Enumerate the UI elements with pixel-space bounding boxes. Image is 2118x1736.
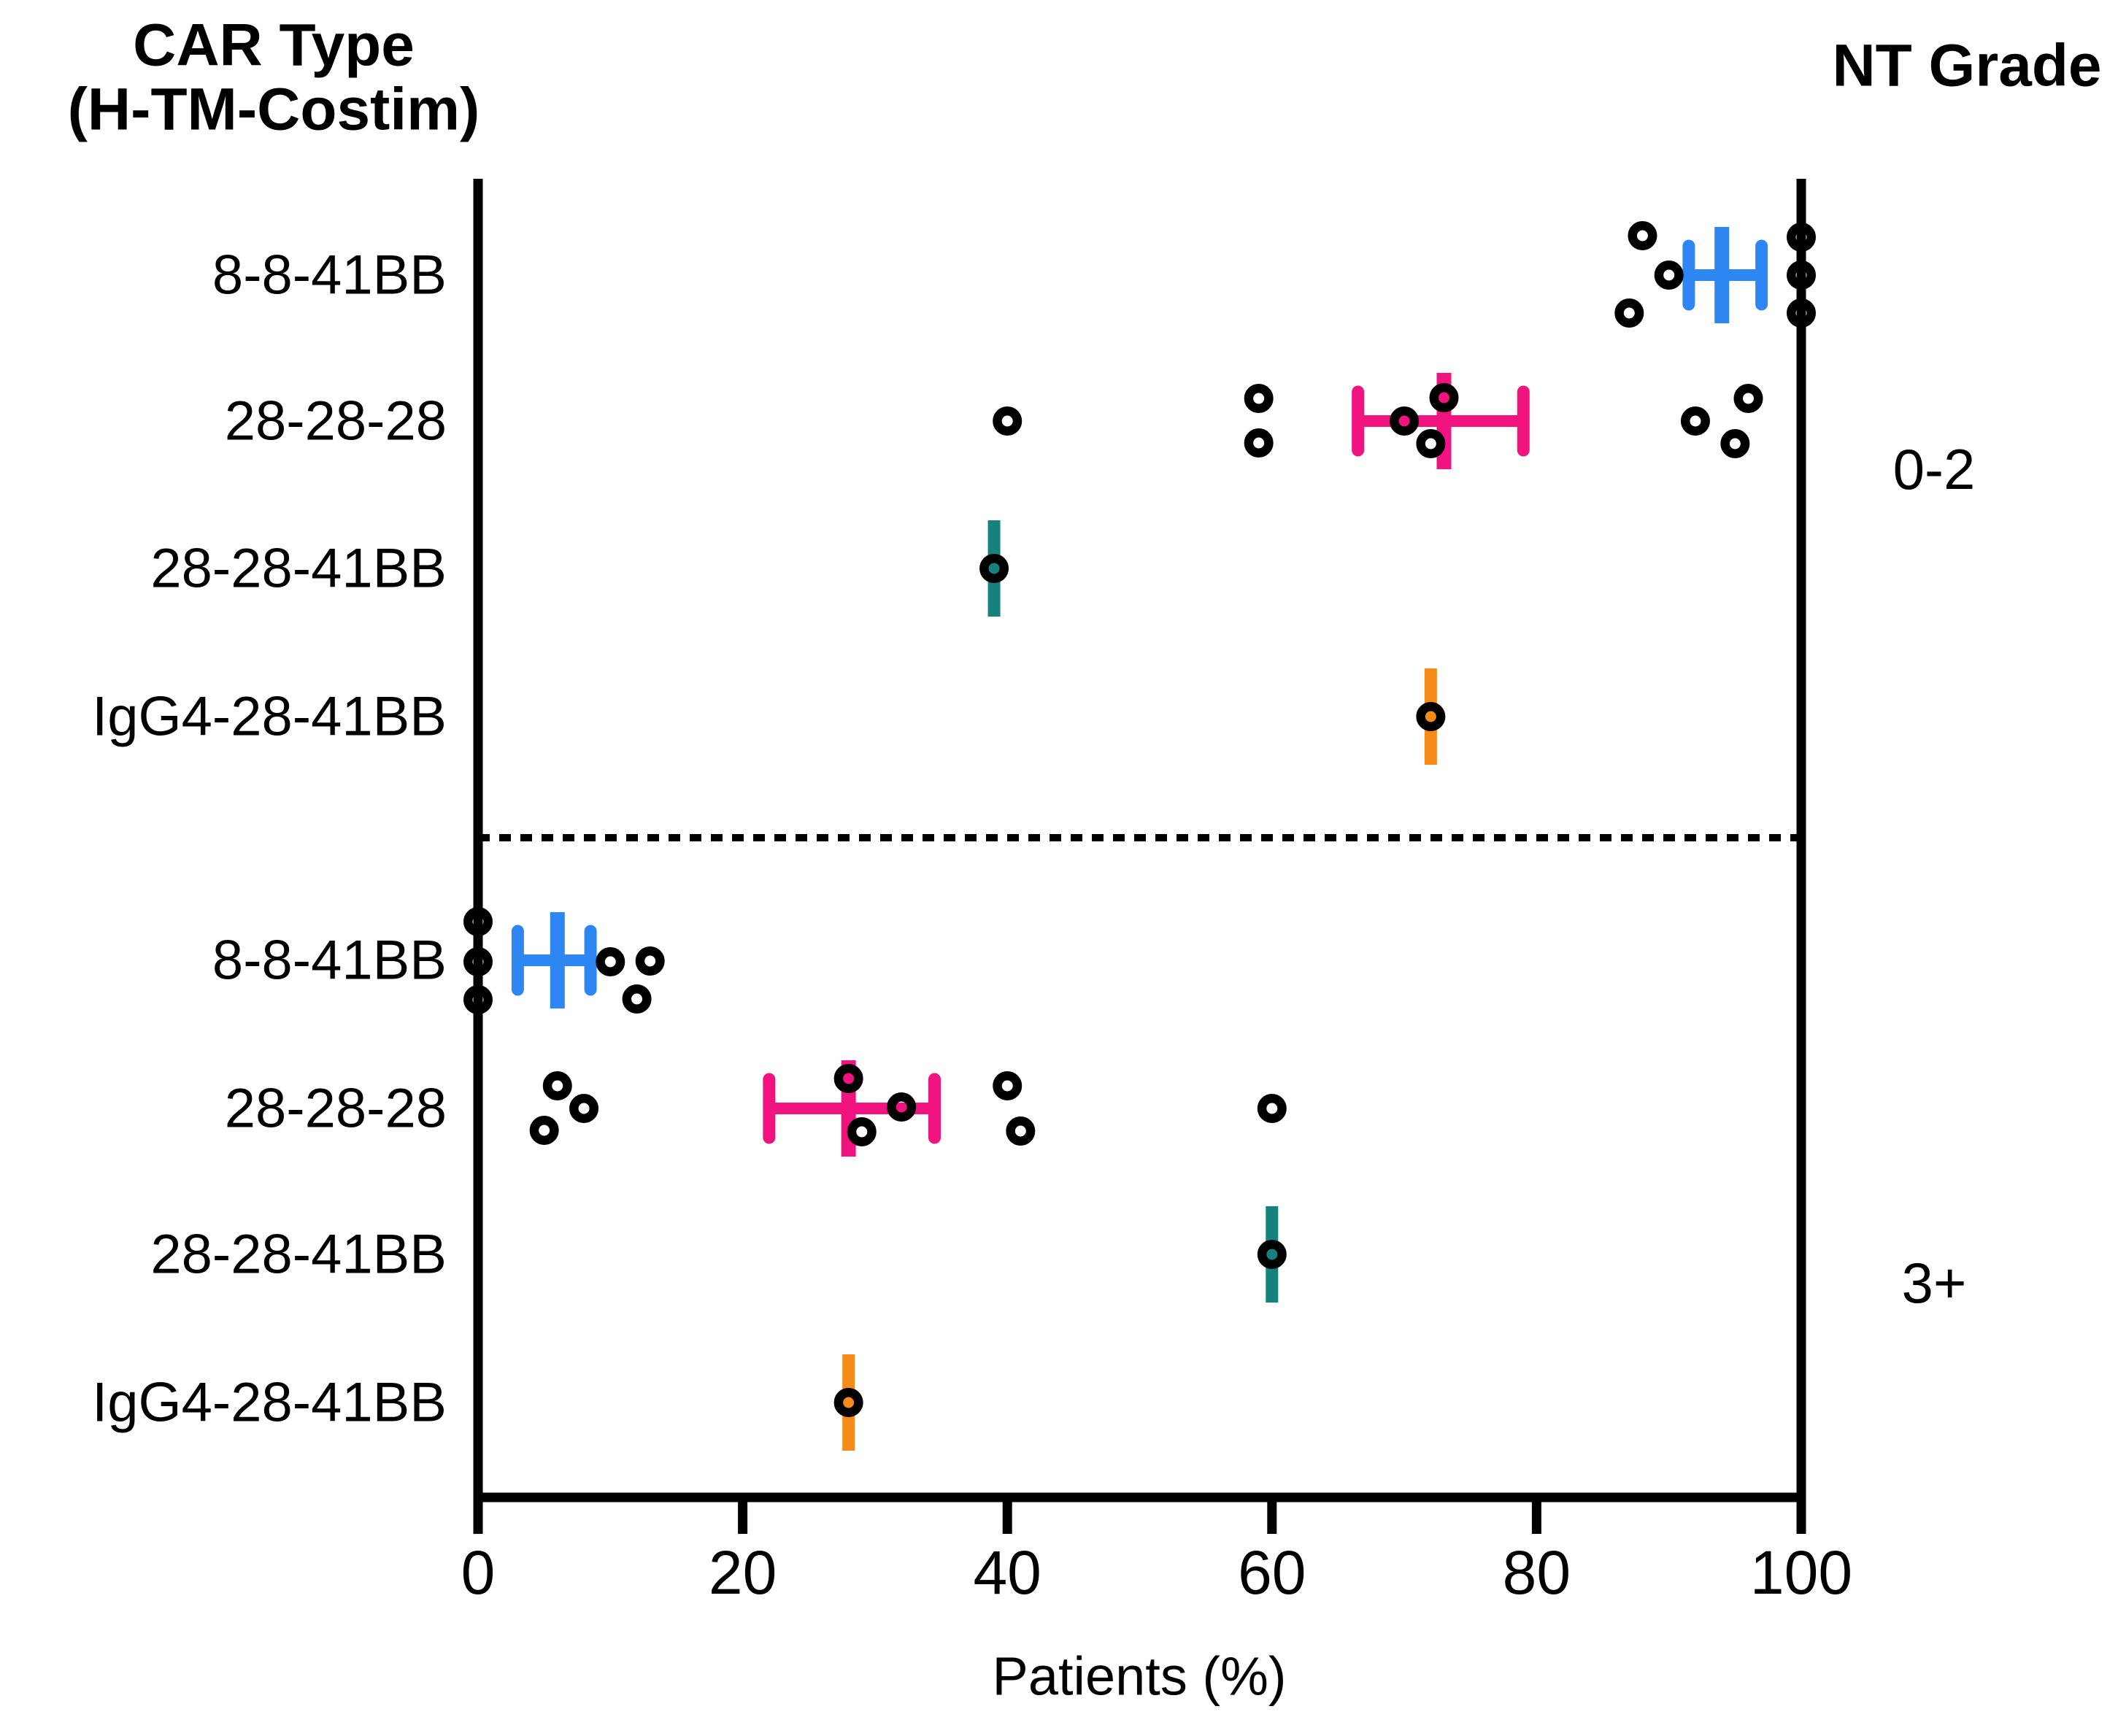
data-point-grade1-28-28-28-5 bbox=[529, 1116, 559, 1145]
nt-grade-label-3plus: 3+ bbox=[1902, 1251, 1967, 1315]
data-point-grade0-8-8-41BB-87 bbox=[1614, 298, 1644, 328]
chart-title-line2: (H-TM-Costim) bbox=[68, 77, 480, 143]
row-label-grade0-28-28-28: 28-28-28 bbox=[225, 390, 447, 452]
data-point-grade1-8-8-41BB-13 bbox=[635, 946, 665, 976]
data-point-grade0-IgG4-28-41BB-72 bbox=[1416, 702, 1446, 731]
data-point-grade0-28-28-28-59 bbox=[1244, 384, 1274, 413]
data-point-grade1-8-8-41BB-10 bbox=[596, 947, 625, 976]
x-tick-label-0: 0 bbox=[461, 1538, 496, 1607]
x-tick-label-80: 80 bbox=[1503, 1538, 1571, 1607]
row-label-grade1-28-28-41BB: 28-28-41BB bbox=[150, 1224, 447, 1286]
data-point-grade0-28-28-28-95 bbox=[1720, 429, 1750, 458]
data-point-grade0-28-28-28-59 bbox=[1244, 428, 1274, 458]
row-label-grade0-8-8-41BB: 8-8-41BB bbox=[212, 244, 447, 306]
data-point-grade1-8-8-41BB-0 bbox=[463, 985, 493, 1014]
data-point-grade0-8-8-41BB-100 bbox=[1787, 298, 1816, 328]
data-point-grade1-28-28-28-40 bbox=[993, 1071, 1023, 1100]
data-point-grade0-8-8-41BB-100 bbox=[1787, 261, 1816, 290]
row-label-grade0-IgG4-28-41BB: IgG4-28-41BB bbox=[92, 686, 447, 748]
data-point-grade1-8-8-41BB-0 bbox=[463, 947, 493, 976]
data-point-grade0-28-28-28-72 bbox=[1416, 429, 1446, 458]
data-point-grade1-28-28-28-41 bbox=[1006, 1116, 1036, 1146]
x-tick-label-60: 60 bbox=[1238, 1538, 1306, 1607]
data-point-grade1-28-28-28-8 bbox=[569, 1094, 599, 1123]
x-tick-label-100: 100 bbox=[1750, 1538, 1852, 1607]
data-point-grade0-28-28-41BB-39 bbox=[979, 554, 1009, 583]
data-point-grade0-28-28-28-70 bbox=[1390, 406, 1420, 436]
data-point-grade1-8-8-41BB-12 bbox=[622, 984, 652, 1014]
row-label-grade0-28-28-41BB: 28-28-41BB bbox=[150, 538, 447, 600]
data-point-grade1-28-28-28-28 bbox=[833, 1064, 863, 1093]
row-label-grade1-IgG4-28-41BB: IgG4-28-41BB bbox=[92, 1372, 447, 1434]
nt-grade-label-0-2: 0-2 bbox=[1893, 437, 1976, 501]
x-axis-label: Patients (%) bbox=[992, 1646, 1286, 1707]
data-point-grade1-28-28-28-6 bbox=[542, 1071, 572, 1100]
data-point-grade0-8-8-41BB-88 bbox=[1628, 221, 1657, 250]
x-tick-label-20: 20 bbox=[709, 1538, 777, 1607]
data-point-grade0-28-28-28-40 bbox=[993, 406, 1023, 436]
data-point-grade0-28-28-28-73 bbox=[1429, 383, 1459, 412]
nt-grade-header: NT Grade bbox=[1832, 33, 2101, 99]
data-point-grade1-28-28-28-32 bbox=[887, 1092, 917, 1122]
data-point-grade1-28-28-28-29 bbox=[847, 1117, 877, 1146]
data-point-grade0-28-28-28-96 bbox=[1733, 384, 1763, 413]
data-point-grade0-8-8-41BB-90 bbox=[1654, 261, 1684, 290]
data-point-grade1-28-28-28-60 bbox=[1257, 1094, 1287, 1123]
data-point-grade1-28-28-41BB-60 bbox=[1257, 1240, 1287, 1269]
row-label-grade1-28-28-28: 28-28-28 bbox=[225, 1078, 447, 1140]
row-label-grade1-8-8-41BB: 8-8-41BB bbox=[212, 930, 447, 992]
data-point-grade0-28-28-28-92 bbox=[1680, 406, 1710, 436]
x-tick-label-40: 40 bbox=[973, 1538, 1041, 1607]
data-point-grade1-IgG4-28-41BB-28 bbox=[833, 1388, 863, 1417]
data-point-grade0-8-8-41BB-100 bbox=[1787, 223, 1816, 252]
data-point-grade1-8-8-41BB-0 bbox=[463, 907, 493, 936]
chart-title-line1: CAR Type bbox=[133, 12, 415, 79]
